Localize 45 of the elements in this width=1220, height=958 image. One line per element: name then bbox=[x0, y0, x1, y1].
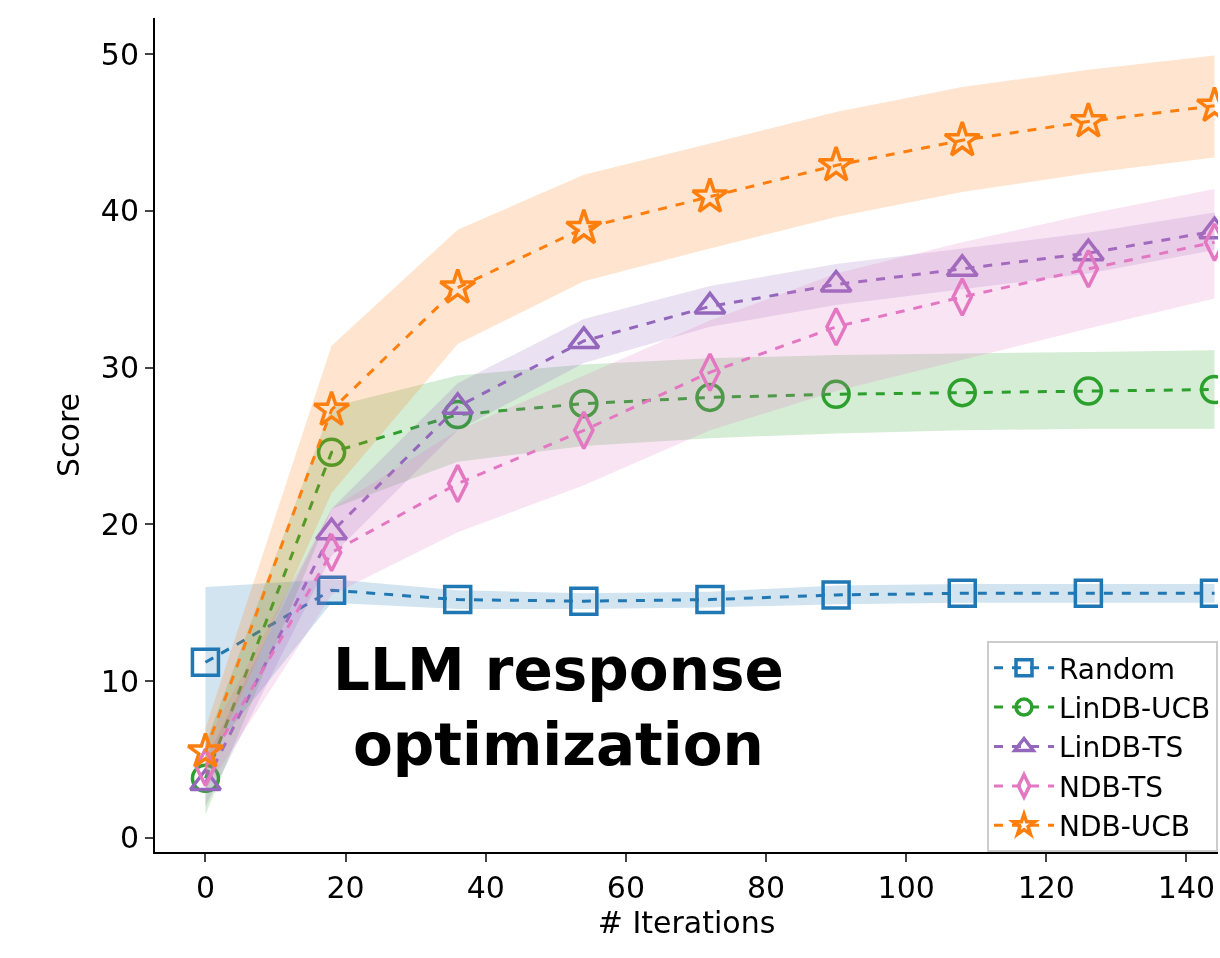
y-tick-label: 10 bbox=[100, 663, 139, 699]
legend-label: Random bbox=[1059, 652, 1175, 686]
point bbox=[943, 120, 982, 157]
point bbox=[821, 580, 851, 610]
point bbox=[1069, 101, 1108, 138]
x-tick-label: 140 bbox=[1157, 870, 1216, 905]
point bbox=[821, 379, 851, 409]
point bbox=[695, 382, 725, 413]
point bbox=[569, 388, 599, 419]
point bbox=[312, 389, 351, 427]
point bbox=[569, 586, 599, 616]
point bbox=[316, 437, 347, 467]
x-tick-label: 120 bbox=[1017, 870, 1075, 905]
point bbox=[690, 176, 730, 214]
point bbox=[438, 267, 477, 305]
y-tick-label: 40 bbox=[100, 193, 139, 229]
y-tick-label: 20 bbox=[100, 506, 139, 542]
point bbox=[1073, 578, 1104, 609]
point bbox=[947, 377, 977, 408]
point bbox=[564, 208, 603, 245]
point bbox=[190, 647, 221, 678]
legend-label: LinDB-UCB bbox=[1059, 692, 1211, 726]
legend-label: NDB-UCB bbox=[1059, 810, 1191, 844]
y-axis-title: Score bbox=[51, 392, 87, 478]
point bbox=[316, 575, 347, 605]
x-tick-label: 60 bbox=[606, 870, 645, 905]
point bbox=[567, 326, 601, 350]
x-tick-label: 80 bbox=[746, 870, 786, 905]
x-tick-label: 100 bbox=[877, 870, 935, 905]
point bbox=[695, 584, 725, 615]
annotation: LLM response optimization bbox=[333, 636, 784, 780]
point bbox=[442, 584, 473, 615]
point bbox=[945, 254, 979, 278]
y-tick-label: 50 bbox=[100, 36, 139, 72]
point bbox=[947, 578, 977, 609]
y-tick-label: 0 bbox=[119, 820, 139, 856]
x-tick-label: 0 bbox=[195, 870, 215, 905]
point bbox=[817, 145, 856, 182]
x-tick-label: 40 bbox=[466, 870, 505, 905]
y-tick-label: 30 bbox=[100, 350, 139, 386]
x-tick-label: 20 bbox=[326, 870, 365, 905]
point bbox=[1073, 376, 1104, 406]
legend-label: NDB-TS bbox=[1059, 770, 1164, 804]
legend-label: LinDB-TS bbox=[1059, 731, 1184, 765]
x-axis-title: # Iterations bbox=[597, 905, 776, 940]
